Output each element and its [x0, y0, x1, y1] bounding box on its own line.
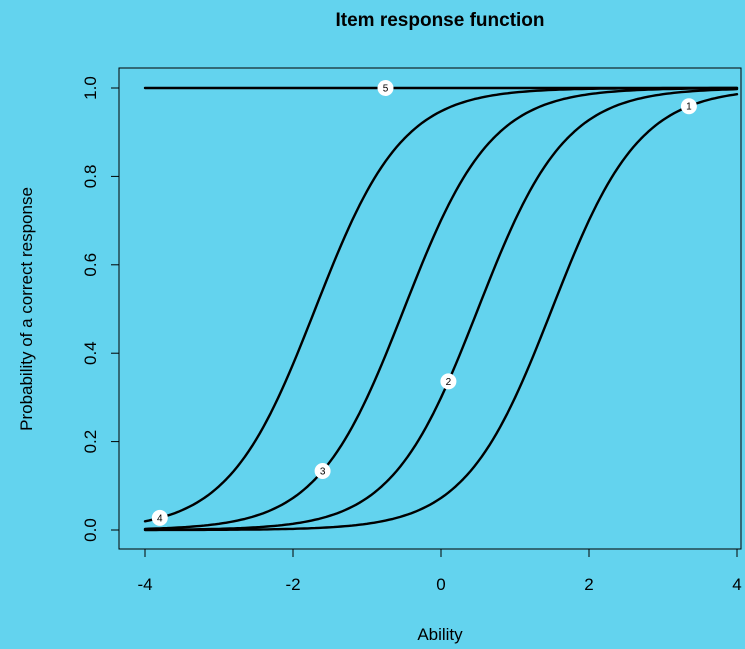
curve-marker-1	[680, 98, 697, 115]
y-tick-label: 0.4	[81, 341, 100, 365]
x-axis-label: Ability	[417, 625, 463, 644]
y-tick-label: 0.0	[81, 518, 100, 542]
curve-marker-2	[440, 373, 457, 390]
y-tick-label: 1.0	[81, 76, 100, 100]
plot-frame	[118, 67, 742, 550]
curve-marker-label-5: 5	[383, 84, 389, 95]
y-axis: 0.0 0.2 0.4 0.6 0.8 1.0	[81, 76, 120, 542]
x-tick-label: 0	[436, 575, 445, 594]
curve-marker-5	[377, 80, 394, 96]
curve-marker-4	[151, 509, 168, 526]
y-tick-label: 0.6	[81, 253, 100, 277]
irf-curve-3	[143, 87, 739, 531]
irf-curve-2	[143, 87, 739, 531]
chart-title: Item response function	[335, 10, 544, 31]
irf-curve-1	[143, 93, 739, 532]
x-tick-label: 2	[584, 575, 593, 594]
y-axis-label: Probability of a correct response	[17, 187, 36, 431]
x-tick-label: -2	[285, 575, 300, 594]
curve-marker-label-2: 2	[446, 377, 452, 388]
curves	[143, 86, 739, 532]
curve-marker-label-3: 3	[320, 466, 326, 477]
x-tick-label: 4	[732, 575, 741, 594]
curve-marker-label-4: 4	[157, 513, 163, 524]
x-tick-label: -4	[137, 575, 152, 594]
curve-marker-3	[314, 462, 331, 479]
curve-marker-label-1: 1	[686, 102, 692, 113]
curve-markers: 1 2 3 4 5	[151, 80, 697, 526]
y-tick-label: 0.8	[81, 165, 100, 189]
x-axis: -4 -2 0 2 4	[137, 548, 742, 594]
irf-curve-4	[143, 86, 739, 523]
y-tick-label: 0.2	[81, 430, 100, 454]
